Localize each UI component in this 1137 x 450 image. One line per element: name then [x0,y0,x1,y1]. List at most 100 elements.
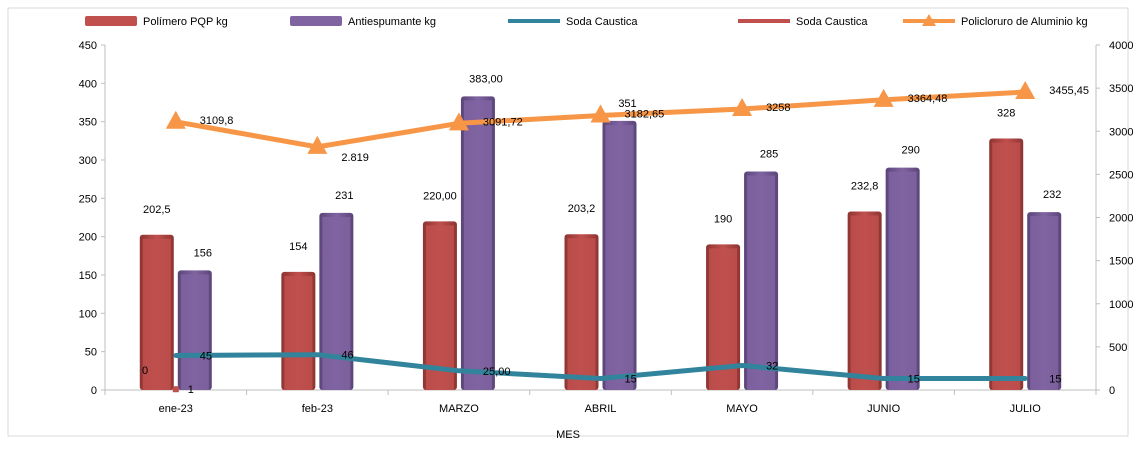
bar-group [281,271,316,390]
bar-value-label: 383,00 [469,73,503,85]
y-left-tick-label: 300 [79,155,97,167]
y-left-tick-label: 250 [79,193,97,205]
legend-label: Polímero PQP kg [143,16,228,28]
y-right-tick-label: 1500 [1109,256,1133,268]
y-right-tick-label: 2000 [1109,213,1133,225]
y-right-tick-label: 3000 [1109,126,1133,138]
y-right-tick-label: 500 [1109,342,1127,354]
bar-face [322,216,351,390]
triangle-marker [1015,80,1036,99]
axes: 0501001502002503003504004500500100015002… [79,40,1134,441]
bar-group [460,96,495,390]
soda-value-label: 15 [1049,374,1061,386]
triangle-marker [732,97,753,116]
legend-label: Policloruro de Aluminio kg [961,16,1088,28]
soda-value-label: 32 [766,360,778,372]
bar-face [747,175,776,390]
bar-group [422,221,457,390]
bar-face [180,274,209,390]
bar-group [139,234,174,390]
legend-label: Soda Caustica [796,16,868,28]
bar-value-label: 203,2 [568,203,596,215]
bar-group [885,167,920,390]
lines [165,80,1036,393]
bar-value-label: 232,8 [851,181,879,193]
x-axis-title: MES [556,429,580,441]
pac-value-label: 3109,8 [200,115,234,127]
legend-label: Antiespumante kg [348,16,436,28]
bar-face [992,142,1021,390]
y-left-tick-label: 400 [79,78,97,90]
y-left-tick-label: 0 [91,385,97,397]
triangle-marker [590,104,611,123]
triangle-marker [873,88,894,107]
bar-value-label: 220,00 [423,190,457,202]
bar-group [602,120,637,391]
bar-face [463,100,492,390]
pac-value-label: 2.819 [341,152,369,164]
bar-group [989,138,1024,390]
y-left-tick-label: 350 [79,117,97,129]
soda-value-label: 45 [200,351,212,363]
bar-face [850,215,879,390]
legend-swatch [85,16,137,26]
bar-value-label: 290 [901,145,919,157]
bar-value-label: 154 [289,241,307,253]
bar-value-label: 351 [618,98,636,110]
data-labels: 202,5 154 220,00 203,2 190 232,8 328 156 231 383,… [142,73,1089,396]
bar-face [888,171,917,390]
y-right-tick-label: 1000 [1109,299,1133,311]
y-left-tick-label: 150 [79,270,97,282]
bars [139,96,1062,391]
soda-value-label: 15 [908,374,920,386]
bar-group [744,171,779,390]
bar-face [1030,216,1059,390]
y-left-tick-label: 100 [79,308,97,320]
bar-face [605,124,634,391]
x-tick-label: JULIO [1010,403,1042,415]
x-tick-label: ene-23 [159,403,193,415]
bar-value-label: 231 [335,190,353,202]
bar-value-label: 156 [194,247,212,259]
pac-value-label: 3182,65 [625,108,665,120]
x-tick-label: MAYO [726,403,758,415]
pac-value-label: 3258 [766,102,790,114]
triangle-marker [448,112,469,131]
y-left-tick-label: 200 [79,232,97,244]
bar-face [284,275,313,390]
triangle-marker [307,135,328,154]
x-tick-label: MARZO [439,403,479,415]
x-tick-label: JUNIO [867,403,900,415]
x-tick-label: feb-23 [302,403,333,415]
pac-value-label: 3091,72 [483,116,523,128]
y-right-tick-label: 4000 [1109,40,1133,52]
legend-label: Soda Caustica [566,16,638,28]
bar-value-label: 202,5 [143,204,171,216]
bar-group [1027,212,1062,390]
triangle-marker [165,110,186,129]
series-line [173,352,1028,381]
y-left-tick-label: 50 [85,347,97,359]
bar-value-label: 190 [714,213,732,225]
bar-face [567,238,596,390]
bar-group [177,270,212,390]
soda-red-value-label: 1 [188,384,194,396]
soda-value-label: 25,00 [483,366,511,378]
legend-swatch [290,16,342,26]
soda-value-label: 15 [625,374,637,386]
pac-value-label: 3455,45 [1049,85,1089,97]
y-left-tick-label: 450 [79,40,97,52]
y-right-tick-label: 2500 [1109,169,1133,181]
soda-red-extra-label: 0 [142,365,148,377]
bar-group [564,234,599,390]
x-tick-label: ABRIL [585,403,617,415]
legend-marker [922,14,936,26]
bar-face [142,238,171,390]
y-right-tick-label: 0 [1109,385,1115,397]
bar-value-label: 232 [1043,189,1061,201]
y-right-tick-label: 3500 [1109,83,1133,95]
pac-value-label: 3364,48 [908,93,948,105]
soda-value-label: 46 [341,350,353,362]
